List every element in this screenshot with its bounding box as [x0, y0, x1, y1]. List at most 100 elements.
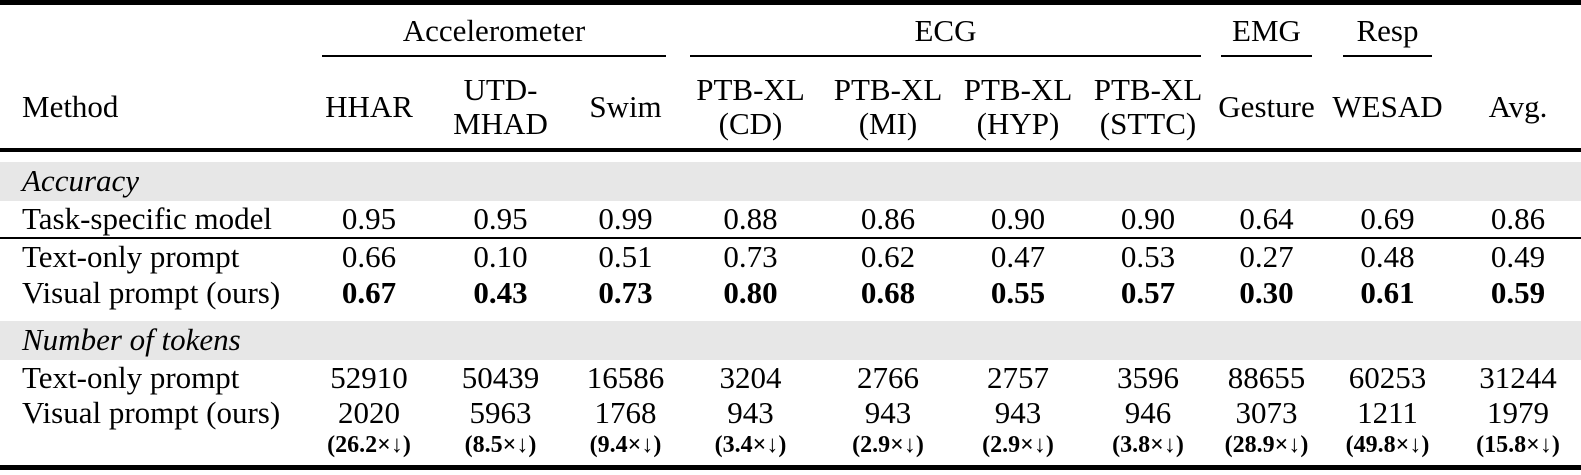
- cell-value: 0.59: [1490, 274, 1546, 310]
- cell-value: 0.90: [953, 201, 1083, 239]
- cell-value: 0.95: [428, 201, 573, 239]
- cell-value: 0.73: [723, 238, 778, 274]
- row-token-reduction-factors: (26.2×↓) (8.5×↓) (9.4×↓) (3.4×↓) (2.9×↓)…: [0, 430, 1581, 468]
- modality-group-row: Accelerometer ECG EMG Resp: [0, 3, 1581, 67]
- row-visual-prompt-accuracy: Visual prompt (ours) 0.67 0.43 0.73 0.80…: [0, 275, 1581, 311]
- cell-value: 0.66: [341, 238, 397, 274]
- group-header-accelerometer: Accelerometer: [310, 3, 678, 67]
- cell-value: 0.55: [990, 274, 1046, 310]
- group-label: Accelerometer: [402, 13, 586, 48]
- cell-value: 0.80: [723, 274, 778, 310]
- column-header-swim: Swim: [573, 66, 678, 152]
- cell-value: 0.62: [860, 238, 916, 274]
- section-row-number-of-tokens: Number of tokens: [0, 311, 1581, 360]
- cell-value: 2766: [857, 359, 919, 395]
- column-header-ptbxl-hyp: PTB-XL (HYP): [953, 66, 1083, 152]
- reduction-value: (15.8×↓): [1476, 432, 1560, 459]
- cell-value: 1979: [1487, 395, 1549, 430]
- cell-value: 16586: [586, 359, 665, 395]
- cell-value: 1768: [594, 395, 657, 430]
- cell-value: 60253: [1348, 359, 1427, 395]
- group-label: EMG: [1232, 13, 1301, 48]
- reduction-value: (2.9×↓): [852, 432, 924, 459]
- method-name: Visual prompt (ours): [22, 274, 281, 310]
- cell-value: 943: [864, 395, 912, 430]
- group-underline: [1343, 55, 1432, 58]
- cell-value: 0.48: [1360, 238, 1415, 274]
- cell-value: 0.57: [1120, 274, 1176, 310]
- reduction-value: (26.2×↓): [327, 432, 411, 459]
- cell-value: 0.51: [598, 238, 653, 274]
- cell-value: 0.61: [1360, 274, 1415, 310]
- method-name: Text-only prompt: [22, 359, 240, 395]
- column-header-hhar: HHAR: [310, 66, 428, 152]
- row-text-only-prompt-tokens: Text-only prompt 52910 50439 16586 3204 …: [0, 360, 1581, 396]
- cell-value: 31244: [1479, 359, 1557, 395]
- group-spacer: [1455, 3, 1581, 67]
- cell-value: 0.88: [678, 201, 823, 239]
- cell-value: 3073: [1235, 395, 1298, 430]
- cell-value: 0.49: [1490, 238, 1546, 274]
- column-header-gesture: Gesture: [1213, 66, 1320, 152]
- method-name: Task-specific model: [0, 201, 310, 239]
- method-name: [0, 430, 310, 468]
- cell-value: 0.68: [860, 274, 916, 310]
- cell-value: 0.69: [1320, 201, 1455, 239]
- cell-value: 3596: [1117, 359, 1179, 395]
- cell-value: 0.53: [1120, 238, 1176, 274]
- column-header-wesad: WESAD: [1320, 66, 1455, 152]
- section-row-accuracy: Accuracy: [0, 150, 1581, 201]
- reduction-value: (9.4×↓): [589, 432, 662, 459]
- group-header-ecg: ECG: [678, 3, 1213, 67]
- group-header-resp: Resp: [1320, 3, 1455, 67]
- cell-value: 0.64: [1213, 201, 1320, 239]
- column-header-row: Method HHAR UTD- MHAD Swim PTB-XL (CD) P…: [0, 66, 1581, 152]
- cell-value: 0.43: [473, 274, 528, 310]
- cell-value: 0.10: [473, 238, 528, 274]
- group-underline: [1221, 55, 1312, 58]
- cell-value: 3204: [719, 359, 782, 395]
- cell-value: 0.27: [1239, 238, 1294, 274]
- section-title-accuracy: Accuracy: [0, 162, 1581, 201]
- section-title-number-of-tokens: Number of tokens: [0, 321, 1581, 360]
- group-spacer: [0, 3, 310, 67]
- cell-value: 5963: [469, 395, 532, 430]
- group-header-emg: EMG: [1213, 3, 1320, 67]
- column-header-ptbxl-mi: PTB-XL (MI): [823, 66, 953, 152]
- cell-value: 0.90: [1083, 201, 1213, 239]
- reduction-value: (28.9×↓): [1224, 432, 1309, 459]
- group-underline: [322, 55, 666, 58]
- cell-value: 88655: [1227, 359, 1306, 395]
- cell-value: 50439: [461, 359, 540, 395]
- row-task-specific-model: Task-specific model 0.95 0.95 0.99 0.88 …: [0, 201, 1581, 239]
- cell-value: 1211: [1357, 395, 1418, 430]
- cell-value: 0.86: [823, 201, 953, 239]
- cell-value: 52910: [330, 359, 408, 395]
- cell-value: 2757: [987, 359, 1049, 395]
- column-header-ptbxl-sttc: PTB-XL (STTC): [1083, 66, 1213, 152]
- cell-value: 2020: [338, 395, 400, 430]
- reduction-value: (2.9×↓): [982, 432, 1054, 459]
- cell-value: 0.73: [598, 274, 653, 310]
- group-underline: [690, 55, 1201, 58]
- reduction-value: (8.5×↓): [464, 432, 537, 459]
- group-label: ECG: [914, 13, 977, 48]
- reduction-value: (3.4×↓): [714, 432, 787, 459]
- row-text-only-prompt-accuracy: Text-only prompt 0.66 0.10 0.51 0.73 0.6…: [0, 238, 1581, 275]
- cell-value: 0.86: [1455, 201, 1581, 239]
- cell-value: 0.95: [310, 201, 428, 239]
- group-label: Resp: [1356, 13, 1419, 48]
- row-visual-prompt-tokens: Visual prompt (ours) 2020 5963 1768 943 …: [0, 395, 1581, 430]
- cell-value: 0.30: [1239, 274, 1294, 310]
- column-header-avg: Avg.: [1455, 66, 1581, 152]
- cell-value: 946: [1124, 395, 1172, 430]
- cell-value: 0.99: [573, 201, 678, 239]
- reduction-value: (3.8×↓): [1112, 432, 1184, 459]
- cell-value: 0.67: [341, 274, 397, 310]
- column-header-ptbxl-cd: PTB-XL (CD): [678, 66, 823, 152]
- column-header-method: Method: [0, 66, 310, 152]
- cell-value: 943: [994, 395, 1042, 430]
- cell-value: 943: [727, 395, 774, 430]
